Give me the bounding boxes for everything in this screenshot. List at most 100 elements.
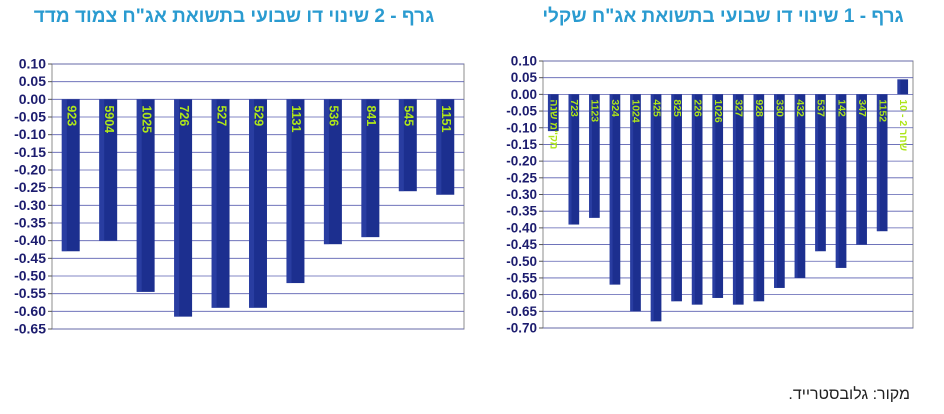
bar-highlight — [609, 94, 613, 285]
y-tick-label: -0.35 — [14, 215, 46, 231]
y-tick-label: -0.25 — [14, 179, 46, 195]
bar — [856, 94, 867, 245]
category-label: 1025 — [139, 105, 153, 133]
bar — [211, 99, 230, 308]
bar-highlight — [753, 94, 757, 302]
category-label: 1151 — [439, 105, 453, 132]
y-tick-label: -0.45 — [506, 237, 537, 252]
bar — [712, 94, 724, 298]
category-label: 841 — [364, 105, 378, 126]
y-tick-label: 0.05 — [19, 73, 46, 89]
category-label: 928 — [753, 99, 765, 117]
y-tick-label: -0.15 — [14, 144, 46, 160]
y-tick-label: -0.05 — [506, 104, 537, 119]
chart-title-right: גרף - 1 שינוי דו שבועי בתשואת אג"ח שקלי — [542, 6, 904, 27]
bar — [361, 99, 380, 238]
bar-highlight — [211, 99, 217, 308]
bar-highlight — [61, 99, 67, 252]
y-tick-label: -0.40 — [506, 220, 537, 235]
bar-highlight — [249, 99, 255, 308]
y-tick-label: -0.65 — [14, 321, 46, 337]
y-tick-label: -0.35 — [506, 204, 537, 219]
y-tick-label: -0.10 — [14, 126, 46, 142]
y-tick-label: -0.15 — [506, 137, 537, 152]
bar — [398, 99, 417, 192]
category-label: 347 — [856, 99, 868, 117]
category-label: 1123 — [589, 99, 601, 122]
y-tick-label: -0.55 — [506, 270, 537, 285]
category-label: 825 — [671, 99, 683, 117]
bar — [732, 94, 744, 305]
y-tick-label: -0.70 — [506, 321, 537, 336]
bar — [630, 94, 641, 312]
bar — [835, 94, 847, 268]
y-tick-label: -0.40 — [14, 232, 46, 248]
category-label: 226 — [691, 99, 703, 117]
bar-highlight — [671, 94, 675, 302]
bar — [609, 94, 621, 285]
bar — [99, 99, 118, 241]
bar-highlight — [136, 99, 142, 292]
category-label: 432 — [794, 99, 806, 117]
bar-highlight — [630, 94, 634, 312]
bar-highlight — [897, 79, 901, 95]
category-label: 545 — [402, 105, 416, 126]
bar-highlight — [794, 94, 798, 278]
bar-highlight — [712, 94, 716, 298]
category-label: 536 — [327, 105, 341, 126]
bond-yield-chart-right: 0.100.05 0.00 -0.05-0.10 -0.15 -0.20-0.25 -0.… — [506, 54, 914, 336]
category-label: 330 — [774, 99, 786, 117]
bar-highlight — [650, 94, 654, 322]
bar-highlight — [835, 94, 839, 268]
category-label: 1152 — [876, 99, 888, 122]
bar — [671, 94, 682, 302]
y-tick-label: -0.50 — [14, 268, 46, 284]
category-label: 527 — [214, 105, 228, 126]
bar — [174, 99, 193, 317]
y-tick-label: -0.45 — [14, 250, 46, 266]
bar-highlight — [691, 94, 695, 305]
category-label: מק"מ שנה — [547, 99, 559, 149]
bar-highlight — [732, 94, 736, 305]
y-tick-label: -0.10 — [506, 120, 537, 135]
bar-highlight — [774, 94, 778, 288]
category-label: 537 — [815, 99, 827, 117]
bar — [876, 94, 888, 232]
bar — [136, 99, 155, 292]
bar-highlight — [398, 99, 404, 192]
bar-highlight — [568, 94, 572, 225]
category-label: 723 — [568, 99, 580, 117]
y-tick-label: -0.05 — [14, 109, 46, 125]
category-label: שחר 2 - 10 — [897, 99, 909, 151]
y-tick-label: -0.25 — [506, 170, 537, 185]
bar — [794, 94, 806, 278]
category-label: 142 — [835, 99, 847, 117]
bar-highlight — [856, 94, 860, 245]
y-tick-label: 0.00 — [511, 87, 537, 102]
bar-highlight — [876, 94, 880, 232]
y-tick-label: -0.30 — [506, 187, 537, 202]
y-tick-label: -0.30 — [14, 197, 46, 213]
category-label: 425 — [650, 99, 662, 117]
source-note: מקור: גלובסטרייד. — [788, 386, 910, 403]
bar — [547, 94, 559, 132]
bar-highlight — [323, 99, 329, 245]
category-label: 1131 — [289, 105, 303, 132]
bar — [61, 99, 80, 252]
category-label: 923 — [64, 105, 78, 126]
y-tick-label: 0.10 — [19, 56, 46, 72]
bar-highlight — [815, 94, 819, 252]
bar-highlight — [436, 99, 442, 195]
y-tick-label: -0.60 — [14, 303, 46, 319]
bar — [774, 94, 785, 288]
bar — [436, 99, 455, 195]
bar — [589, 94, 600, 218]
bar — [568, 94, 580, 225]
bar — [249, 99, 267, 308]
bar — [691, 94, 703, 305]
y-tick-label: -0.55 — [14, 285, 46, 301]
y-tick-label: 0.00 — [19, 91, 46, 107]
bar — [323, 99, 342, 245]
bar — [286, 99, 305, 284]
y-tick-label: -0.50 — [506, 254, 537, 269]
